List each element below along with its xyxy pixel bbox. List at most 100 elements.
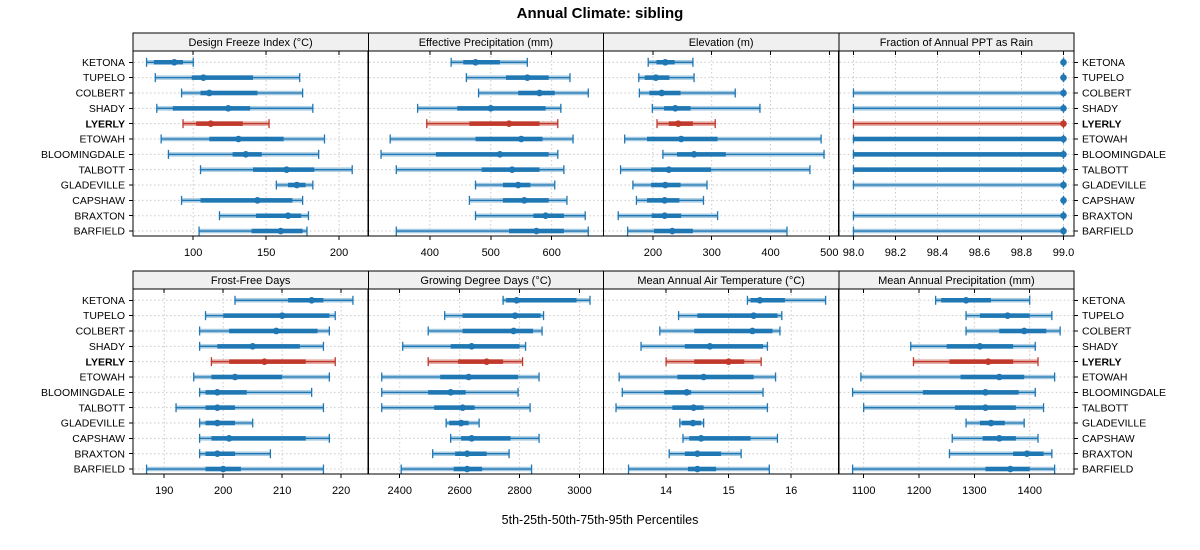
percentile-row-gladeville bbox=[474, 180, 556, 190]
median-dot bbox=[308, 297, 315, 304]
tick-label: 500 bbox=[482, 247, 500, 259]
tick-label: 100 bbox=[184, 247, 202, 259]
row-label-left-colbert: COLBERT bbox=[76, 88, 126, 100]
percentile-row-bloomingdale bbox=[381, 387, 519, 397]
percentile-row-ketona bbox=[145, 57, 194, 67]
percentile-row-bloomingdale bbox=[851, 387, 1036, 397]
panel-fraction-of-annual-ppt-as-rain: 98.0 98.2 98.4 98.6 98.8 99.0 Fraction of Annu… bbox=[838, 32, 1075, 259]
percentile-row-barfield bbox=[395, 226, 589, 236]
median-dot bbox=[459, 404, 466, 411]
median-dot bbox=[690, 151, 698, 158]
row-label-left-colbert: COLBERT bbox=[76, 326, 126, 338]
panel-strip-title: Mean Annual Precipitation (mm) bbox=[878, 275, 1035, 287]
percentile-row-gladeville bbox=[275, 180, 314, 190]
percentile-row-shady bbox=[910, 341, 1036, 351]
median-dot bbox=[278, 312, 286, 319]
panel-strip-title: Frost-Free Days bbox=[211, 275, 291, 287]
percentile-row-braxton bbox=[474, 211, 586, 221]
tick-label: 200 bbox=[330, 247, 348, 259]
panel-strip-title: Fraction of Annual PPT as Rain bbox=[880, 37, 1033, 49]
row-label-right-capshaw: CAPSHAW bbox=[1082, 195, 1135, 207]
percentile-row-gladeville bbox=[679, 418, 705, 428]
row-label-right-talbott: TALBOTT bbox=[1082, 164, 1129, 176]
median-dot bbox=[669, 227, 676, 235]
panel-strip-title: Elevation (m) bbox=[689, 37, 754, 49]
row-label-left-lyerly: LYERLY bbox=[86, 118, 126, 130]
percentile-row-tupelo bbox=[1060, 73, 1067, 83]
percentile-row-ketona bbox=[746, 295, 827, 305]
row-label-right-colbert: COLBERT bbox=[1082, 326, 1132, 338]
percentile-row-colbert bbox=[427, 326, 543, 336]
row-label-left-barfield: BARFIELD bbox=[74, 226, 126, 238]
tick-label: 150 bbox=[257, 247, 275, 259]
percentile-row-etowah bbox=[624, 134, 822, 144]
percentile-row-talbott bbox=[395, 165, 565, 175]
percentile-row-barfield bbox=[851, 464, 1056, 474]
row-label-right-ketona: KETONA bbox=[1082, 57, 1125, 69]
median-dot bbox=[472, 59, 479, 66]
median-dot bbox=[1060, 212, 1067, 219]
median-dot bbox=[1004, 312, 1011, 319]
panel-strip-title: Effective Precipitation (mm) bbox=[419, 37, 553, 49]
median-dot bbox=[1060, 151, 1067, 158]
median-dot bbox=[665, 166, 673, 173]
median-dot bbox=[982, 389, 989, 396]
x-axis: 2400 2600 2800 3000 bbox=[387, 289, 592, 497]
median-dot bbox=[658, 89, 666, 97]
row-label-right-shady: SHADY bbox=[1082, 103, 1118, 115]
median-dot bbox=[1060, 166, 1067, 173]
median-dot bbox=[1023, 450, 1031, 458]
row-label-left-ketona: KETONA bbox=[82, 295, 125, 307]
percentile-row-lyerly bbox=[426, 119, 559, 129]
median-dot bbox=[1060, 120, 1067, 127]
percentile-row-lyerly bbox=[656, 119, 716, 129]
median-dot bbox=[671, 105, 679, 112]
median-dot bbox=[219, 465, 227, 473]
percentile-row-capshaw bbox=[682, 433, 779, 443]
median-dot bbox=[205, 89, 213, 97]
tick-label: 200 bbox=[644, 247, 662, 259]
row-label-right-braxton: BRAXTON bbox=[1082, 210, 1133, 222]
median-dot bbox=[689, 419, 697, 427]
percentile-row-braxton bbox=[948, 449, 1053, 459]
percentile-row-barfield bbox=[145, 464, 325, 474]
percentile-row-tupelo bbox=[677, 311, 783, 321]
median-dot bbox=[1060, 197, 1067, 204]
percentile-row-tupelo bbox=[154, 73, 301, 83]
median-dot bbox=[1060, 59, 1067, 66]
tick-label: 1100 bbox=[852, 485, 876, 497]
percentile-row-capshaw bbox=[450, 433, 540, 443]
percentile-row-ketona bbox=[502, 295, 591, 305]
percentile-row-bloomingdale bbox=[167, 149, 320, 159]
row-label-left-barfield: BARFIELD bbox=[74, 464, 126, 476]
panel-strip bbox=[838, 270, 1075, 290]
tick-label: 400 bbox=[421, 247, 439, 259]
percentile-row-etowah bbox=[160, 134, 326, 144]
row-label-right-etowah: ETOWAH bbox=[1082, 134, 1128, 146]
median-dot bbox=[283, 166, 290, 173]
percentile-row-colbert bbox=[180, 88, 304, 98]
percentile-row-shady bbox=[198, 341, 325, 351]
tick-label: 210 bbox=[273, 485, 291, 497]
percentile-row-bloomingdale bbox=[662, 149, 825, 159]
panel-mean-annual-air-temperature-c: 14 15 16 Mean Annual Air Temperature (°C) bbox=[602, 270, 840, 497]
percentile-row-talbott bbox=[619, 165, 811, 175]
percentile-row-lyerly bbox=[182, 119, 270, 129]
row-labels-band-1: KETONA KETONA TUPELO TUPELO COLBERT COLBERT SH… bbox=[41, 295, 1166, 476]
median-dot bbox=[524, 74, 531, 81]
percentile-row-etowah bbox=[381, 372, 540, 382]
row-label-left-shady: SHADY bbox=[89, 341, 125, 353]
row-label-left-lyerly: LYERLY bbox=[86, 356, 126, 368]
x-axis: 190 200 210 220 bbox=[155, 289, 350, 497]
median-dot bbox=[517, 135, 525, 143]
median-dot bbox=[242, 151, 250, 158]
median-dot bbox=[170, 59, 178, 66]
median-dot bbox=[694, 465, 701, 473]
row-label-left-ketona: KETONA bbox=[82, 57, 125, 69]
percentile-row-talbott bbox=[863, 403, 1045, 413]
median-dot bbox=[254, 197, 261, 204]
row-label-right-lyerly: LYERLY bbox=[1082, 118, 1122, 130]
row-label-left-talbott: TALBOTT bbox=[79, 164, 126, 176]
